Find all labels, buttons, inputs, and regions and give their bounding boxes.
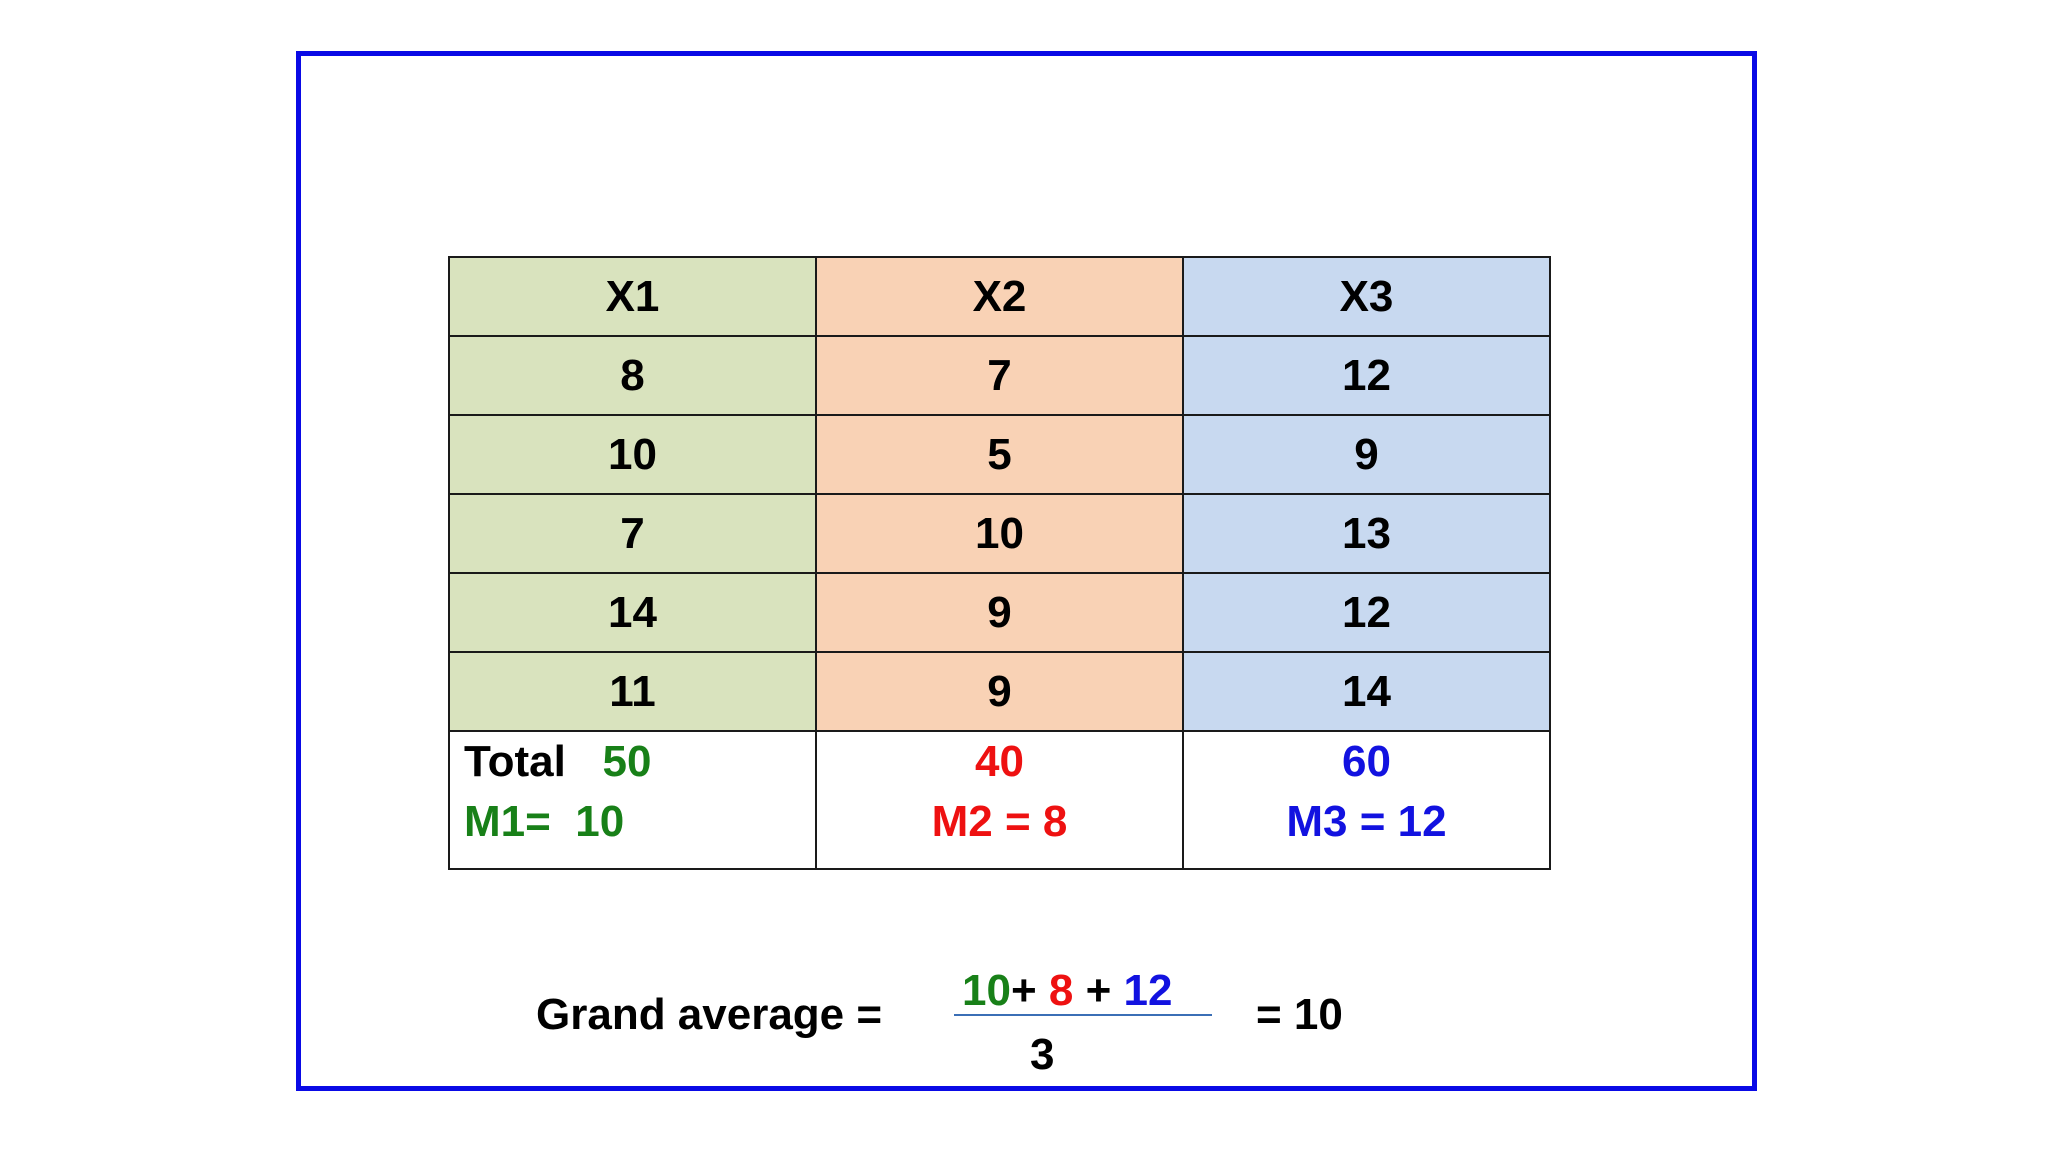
cell-x1: 11	[448, 651, 817, 732]
totals-row: Total 50 M1= 10 40 M2 = 8 60 M3 = 12	[448, 730, 1551, 870]
numerator-term-3: 12	[1123, 966, 1173, 1015]
data-table: X1 X2 X3 8 7 12 10 5 9 7 10 13 14 9 12 1…	[448, 256, 1551, 870]
cell-x3: 14	[1182, 651, 1551, 732]
total-value-x2: 40	[975, 737, 1024, 786]
header-x1: X1	[448, 256, 817, 337]
total-value-x3: 60	[1342, 737, 1391, 786]
mean-x2: M2 = 8	[931, 797, 1068, 846]
mean-x1: M1= 10	[464, 797, 625, 846]
totals-cell-x2: 40 M2 = 8	[815, 730, 1184, 870]
table-row: 11 9 14	[448, 651, 1551, 732]
numerator-plus-2: +	[1073, 966, 1124, 1015]
cell-x1: 7	[448, 493, 817, 574]
cell-x3: 13	[1182, 493, 1551, 574]
fraction-denominator: 3	[1030, 1030, 1055, 1079]
cell-x3: 9	[1182, 414, 1551, 495]
numerator-plus-1: +	[1010, 966, 1049, 1015]
cell-x3: 12	[1182, 335, 1551, 416]
grand-average-label: Grand average =	[536, 990, 883, 1039]
cell-x3: 12	[1182, 572, 1551, 653]
fraction-numerator: 10+ 8 + 12	[962, 966, 1172, 1016]
table-row: 10 5 9	[448, 414, 1551, 495]
header-x2: X2	[815, 256, 1184, 337]
cell-x1: 14	[448, 572, 817, 653]
cell-x2: 9	[815, 651, 1184, 732]
table-row: 14 9 12	[448, 572, 1551, 653]
cell-x2: 5	[815, 414, 1184, 495]
grand-average-result: = 10	[1256, 990, 1343, 1039]
total-label: Total	[464, 737, 566, 786]
cell-x2: 9	[815, 572, 1184, 653]
cell-x2: 7	[815, 335, 1184, 416]
totals-cell-x3: 60 M3 = 12	[1182, 730, 1551, 870]
cell-x2: 10	[815, 493, 1184, 574]
cell-x1: 10	[448, 414, 817, 495]
numerator-term-1: 10	[962, 966, 1011, 1015]
total-line-x1: Total 50	[464, 732, 815, 792]
cell-x1: 8	[448, 335, 817, 416]
fraction-bar	[954, 1014, 1212, 1016]
header-x3: X3	[1182, 256, 1551, 337]
totals-cell-x1: Total 50 M1= 10	[448, 730, 817, 870]
numerator-term-2: 8	[1048, 966, 1074, 1015]
total-value-x1: 50	[602, 737, 652, 786]
mean-x3: M3 = 12	[1286, 797, 1447, 846]
table-row: 7 10 13	[448, 493, 1551, 574]
header-row: X1 X2 X3	[448, 256, 1551, 337]
table-row: 8 7 12	[448, 335, 1551, 416]
